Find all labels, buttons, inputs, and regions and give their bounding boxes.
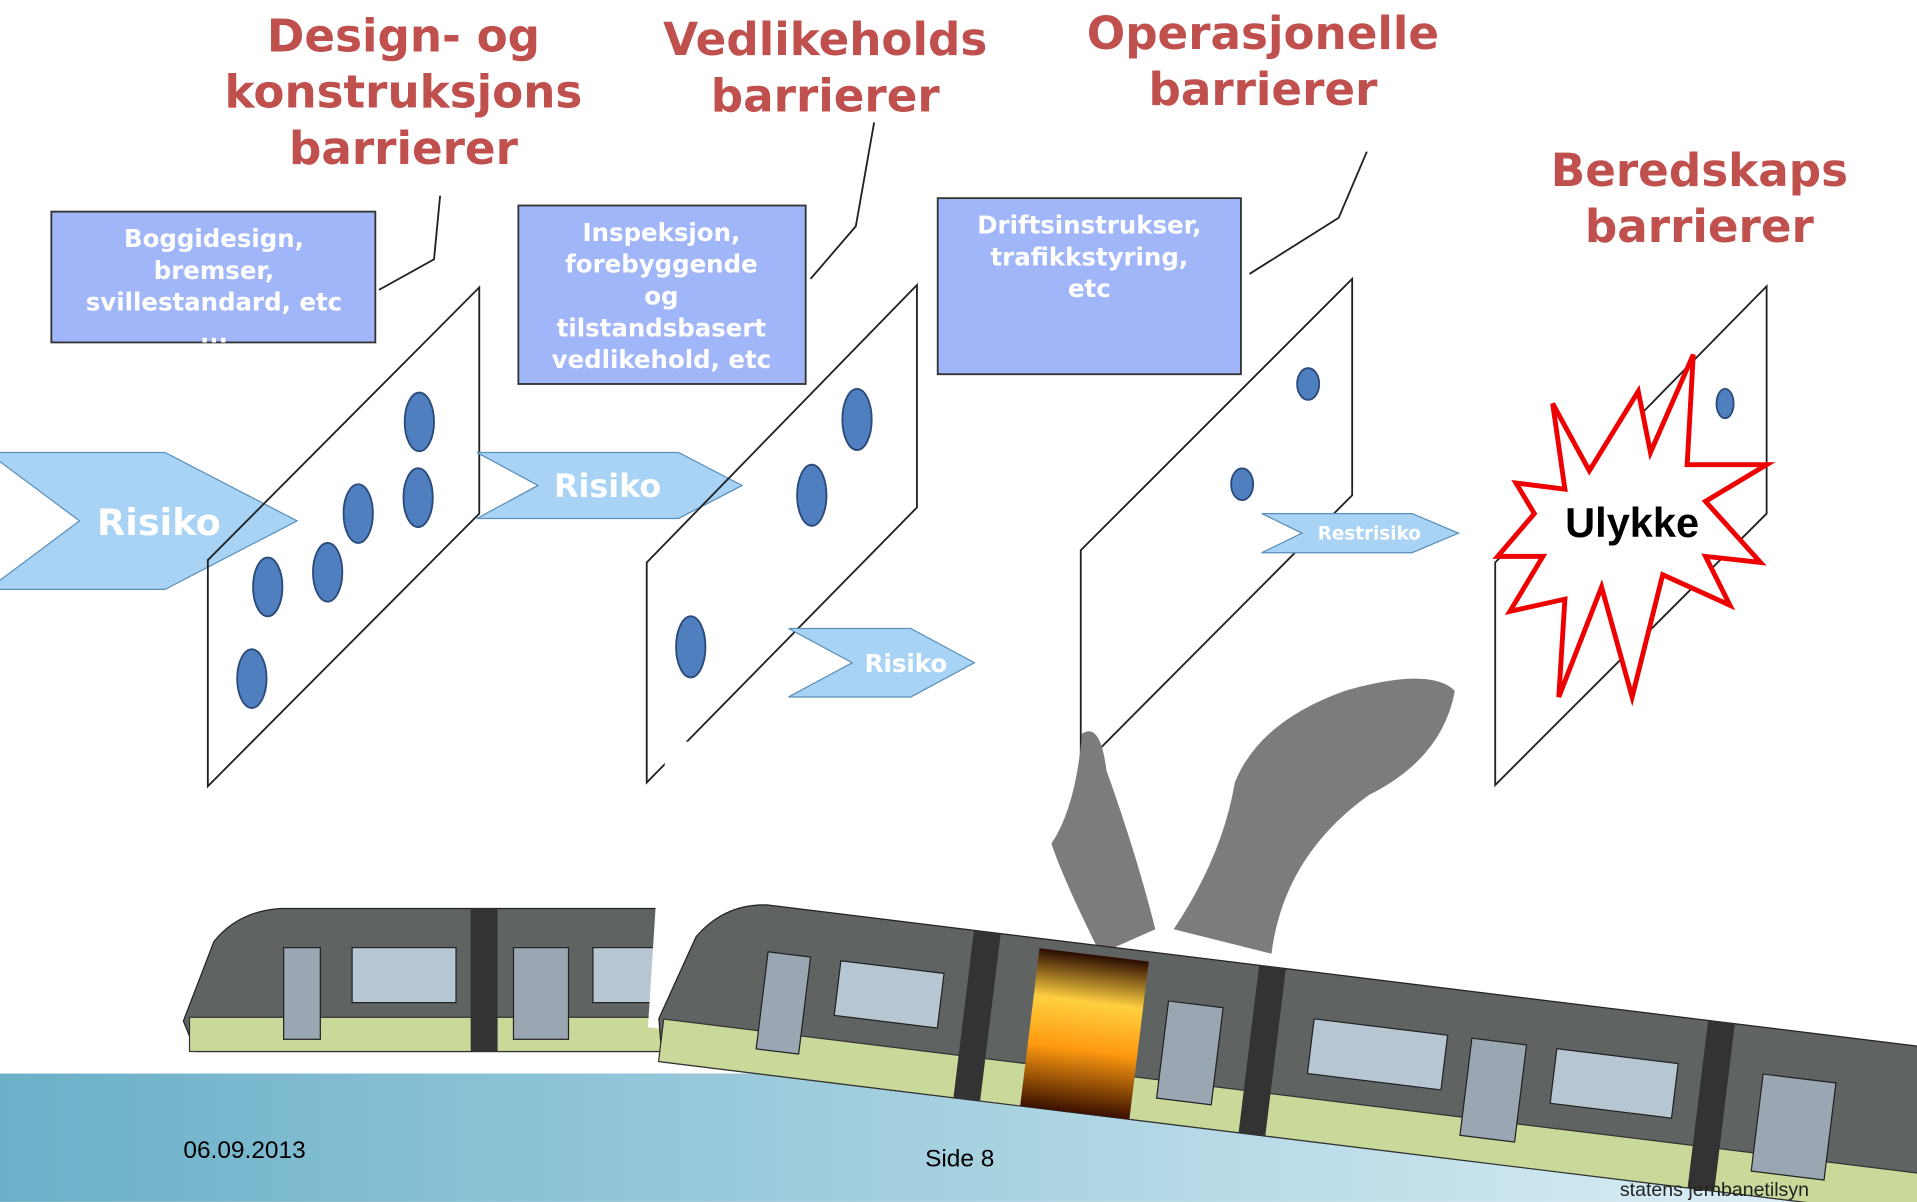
hole <box>1231 468 1253 500</box>
arrow-label: Restrisiko <box>1318 523 1421 544</box>
box-text: svillestandard, etc <box>86 288 342 317</box>
arrow-label: Risiko <box>865 649 948 678</box>
hole <box>1297 368 1319 400</box>
fire <box>1020 948 1149 1119</box>
hole <box>1716 389 1733 418</box>
box-text: Boggidesign, <box>124 224 304 253</box>
hole <box>313 543 342 602</box>
box-text: Driftsinstrukser, <box>977 211 1201 240</box>
hole <box>676 616 705 677</box>
tram-door <box>1751 1074 1836 1180</box>
heading: barrierer <box>1148 63 1378 116</box>
hole <box>237 649 266 708</box>
heading: barrierer <box>1585 200 1815 253</box>
callout-line <box>1249 152 1366 274</box>
tram-door <box>1460 1038 1527 1142</box>
box-text: etc <box>1068 274 1111 303</box>
callout-line <box>379 196 440 290</box>
hole <box>344 484 373 543</box>
tram-stripe <box>189 1017 684 1051</box>
tram-door <box>1157 1001 1224 1105</box>
tram-window <box>834 961 944 1028</box>
date: 06.09.2013 <box>183 1137 305 1164</box>
box-text: tilstandsbasert <box>557 313 767 342</box>
tram-window <box>352 948 456 1003</box>
arrow-label: Risiko <box>97 501 221 544</box>
hole <box>403 468 432 527</box>
box-text: og <box>644 282 678 311</box>
hole <box>797 465 826 526</box>
heading: konstruksjons <box>225 66 583 119</box>
heading: Vedlikeholds <box>663 13 987 66</box>
slide: Design- og konstruksjons barrierer Vedli… <box>0 0 1917 1202</box>
hole <box>842 389 871 450</box>
heading: Operasjonelle <box>1087 7 1439 60</box>
box-text: trafikkstyring, <box>991 242 1189 271</box>
heading: barrierer <box>711 69 941 122</box>
box-text: Inspeksjon, <box>583 218 741 247</box>
box-text: ... <box>200 319 228 348</box>
callout-line <box>811 122 875 278</box>
tram-door <box>513 948 568 1040</box>
accident-label: Ulykke <box>1565 499 1699 546</box>
heading: barrierer <box>289 122 519 175</box>
hole <box>253 558 282 617</box>
hole <box>405 393 434 452</box>
tram <box>183 908 684 1051</box>
tram-door <box>284 948 321 1040</box>
page-number: Side 8 <box>925 1145 994 1172</box>
logo: statens jernbanetilsyn <box>1620 1179 1809 1201</box>
heading: Beredskaps <box>1551 144 1848 197</box>
box-text: bremser, <box>154 256 274 285</box>
heading: Design- og <box>267 9 540 62</box>
tram-joint <box>471 908 498 1051</box>
box-text: forebyggende <box>565 250 758 279</box>
arrow-label: Risiko <box>554 469 661 505</box>
box-text: vedlikehold, etc <box>552 345 772 374</box>
